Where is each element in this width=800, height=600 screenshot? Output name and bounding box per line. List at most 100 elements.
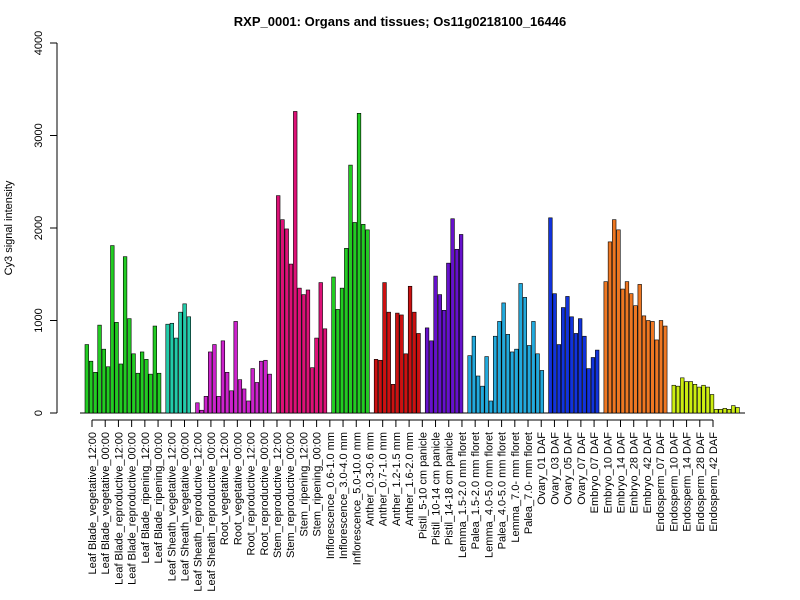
bar	[339, 287, 345, 414]
x-tick-label: Palea_4.0-5.0 mm floret	[497, 432, 509, 549]
x-tick-label: Anther_0.3-0.6 mm	[364, 432, 376, 526]
bar	[561, 307, 566, 414]
bar	[518, 283, 523, 414]
bar	[352, 222, 357, 414]
bar	[139, 351, 145, 414]
x-tick-label: Stem_ripening_12:00	[298, 432, 310, 537]
bar	[297, 287, 302, 414]
bar	[344, 248, 349, 414]
bar	[714, 408, 719, 414]
bar	[548, 217, 553, 414]
bar	[203, 396, 209, 414]
x-tick-label: Endosperm_14 DAF	[682, 432, 694, 532]
x-tick-label: Embryo_42 DAF	[642, 432, 654, 514]
bar	[493, 335, 498, 414]
bar	[692, 384, 698, 414]
bar	[118, 363, 123, 414]
bar	[195, 402, 200, 414]
y-tick-label: 1000	[33, 308, 45, 332]
bar	[573, 333, 579, 414]
bar	[688, 381, 693, 414]
bar	[497, 321, 502, 414]
bar	[680, 377, 685, 414]
bar	[310, 367, 315, 414]
bar	[616, 229, 621, 414]
x-tick-label: Root_vegetative_00:00	[232, 432, 244, 545]
x-tick-label: Embryo_28 DAF	[629, 432, 641, 514]
x-tick-label: Ovary_05 DAF	[563, 432, 575, 505]
bar	[254, 382, 260, 414]
x-tick-label: Embryo_10 DAF	[602, 432, 614, 514]
x-tick-label: Leaf Blade_vegetative_12:00	[87, 432, 99, 575]
x-tick-label: Palea_7.0- mm floret	[523, 432, 535, 534]
bar	[424, 327, 430, 414]
bar	[390, 384, 396, 414]
bar	[127, 318, 132, 414]
x-tick-label: Ovary_03 DAF	[549, 432, 561, 505]
bar	[356, 113, 362, 414]
bar	[135, 372, 140, 414]
bar	[131, 353, 136, 414]
bar	[535, 353, 540, 414]
bar	[654, 339, 659, 414]
bar	[169, 322, 174, 414]
bar	[701, 384, 706, 414]
bar	[629, 293, 634, 414]
bar	[348, 164, 353, 414]
bar	[276, 195, 281, 414]
bar	[578, 318, 583, 414]
bar	[633, 305, 638, 414]
bar	[280, 219, 285, 414]
bar	[735, 407, 740, 414]
bar	[105, 366, 111, 414]
bar	[582, 335, 587, 414]
bar	[412, 311, 417, 414]
bar	[480, 385, 485, 414]
x-tick-label: Leaf Sheath_vegetative_00:00	[179, 432, 191, 581]
bar	[586, 368, 591, 414]
x-tick-label: Pistil_5-10 cm panicle	[417, 432, 429, 539]
bar	[709, 394, 715, 414]
bar	[522, 297, 528, 414]
bar	[267, 373, 272, 414]
bar	[684, 381, 689, 414]
bar	[101, 348, 106, 414]
bar	[225, 371, 230, 414]
bar	[263, 359, 268, 414]
bar	[395, 312, 400, 414]
bar	[174, 337, 179, 414]
bar	[556, 344, 562, 414]
x-tick-label: Leaf Sheath_vegetative_12:00	[166, 432, 178, 581]
bar	[373, 359, 379, 414]
bar	[488, 400, 493, 414]
x-tick-label: Leaf Blade_reproductive_12:00	[113, 432, 125, 585]
bar	[186, 316, 192, 414]
bar	[229, 390, 234, 414]
bar	[88, 360, 94, 414]
bar	[182, 303, 187, 414]
x-tick-label: Root_reproductive_12:00	[246, 432, 258, 556]
x-tick-label: Leaf Blade_reproductive_00:00	[127, 432, 139, 585]
bar	[650, 321, 655, 414]
x-tick-label: Endosperm_28 DAF	[695, 432, 707, 532]
bar	[624, 281, 630, 414]
bar	[569, 316, 574, 414]
x-tick-label: Palea_1.5-2.0 mm floret	[470, 432, 482, 549]
bar	[165, 323, 170, 414]
bar	[590, 357, 596, 414]
bar	[122, 256, 128, 414]
bar	[433, 275, 438, 414]
x-tick-label: Root_vegetative_12:00	[219, 432, 231, 545]
bar	[722, 408, 727, 414]
bar	[539, 370, 545, 414]
bar	[305, 289, 311, 414]
bar	[437, 294, 442, 414]
bar	[671, 384, 676, 414]
bar	[318, 282, 323, 414]
bar	[658, 320, 664, 414]
bar	[441, 310, 447, 414]
y-tick-label: 0	[33, 410, 45, 416]
bar	[293, 111, 298, 414]
bar	[242, 388, 247, 414]
